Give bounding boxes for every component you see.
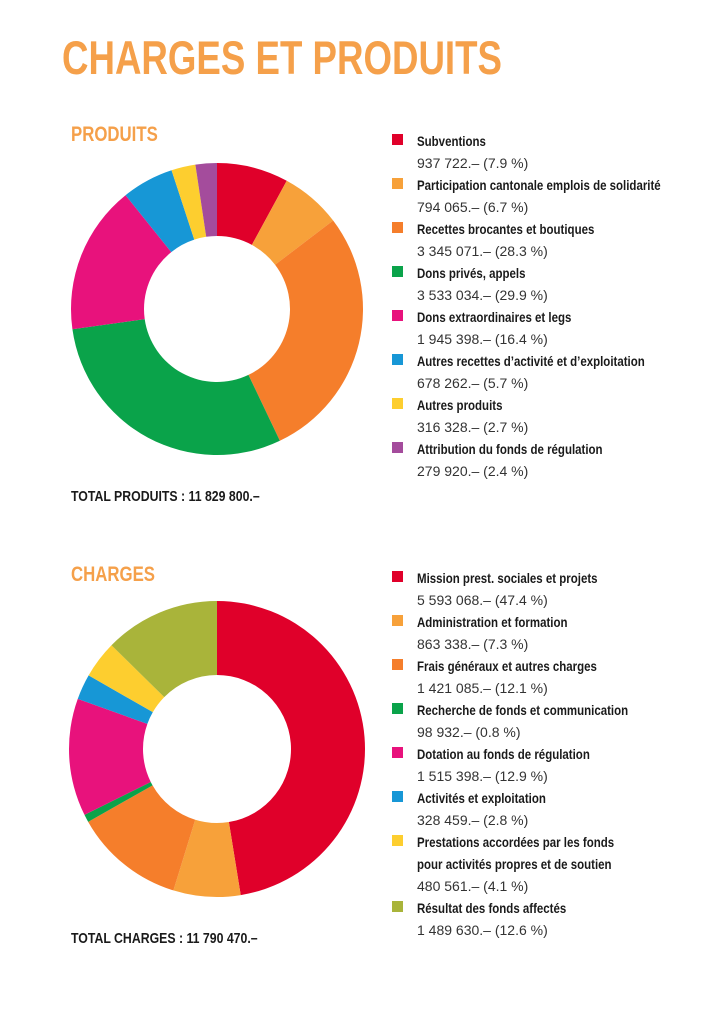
produits-slice-subventions	[217, 163, 287, 245]
charges-slice-prestations-accordees-par-les-fonds-pour-activites-propres-et-de-soutien	[88, 645, 165, 713]
legend-swatch	[392, 266, 403, 277]
legend-item: Mission prest. sociales et projets 5 593 …	[392, 567, 712, 611]
legend-swatch	[392, 835, 403, 846]
legend-swatch	[392, 901, 403, 912]
legend-item: Dotation au fonds de régulation 1 515 398…	[392, 743, 712, 787]
legend-item: Prestations accordées par les fonds pour …	[392, 831, 712, 897]
legend-label: Administration et formation	[417, 614, 568, 630]
legend-item: Activités et exploitation 328 459.– (2.8 …	[392, 787, 712, 831]
legend-item: Dons privés, appels 3 533 034.– (29.9 %)	[392, 262, 712, 306]
legend-item: Autres produits 316 328.– (2.7 %)	[392, 394, 712, 438]
charges-total: TOTAL CHARGES : 11 790 470.–	[71, 930, 258, 947]
legend-value: 794 065.– (6.7 %)	[417, 199, 529, 215]
produits-slice-dons-extraordinaires-et-legs	[71, 195, 172, 330]
legend-item: Attribution du fonds de régulation 279 92…	[392, 438, 712, 482]
legend-label: Attribution du fonds de régulation	[417, 441, 603, 457]
legend-value: 98 932.– (0.8 %)	[417, 724, 521, 740]
legend-swatch	[392, 571, 403, 582]
legend-label: Activités et exploitation	[417, 790, 546, 806]
legend-swatch	[392, 178, 403, 189]
charges-slice-dotation-au-fonds-de-regulation	[68, 698, 151, 815]
legend-swatch	[392, 791, 403, 802]
legend-value: 3 533 034.– (29.9 %)	[417, 287, 548, 303]
legend-value: 328 459.– (2.8 %)	[417, 812, 529, 828]
charges-slice-activites-et-exploitation	[77, 675, 153, 724]
legend-swatch	[392, 659, 403, 670]
produits-donut-chart	[71, 163, 363, 456]
legend-value: 1 945 398.– (16.4 %)	[417, 331, 548, 347]
legend-label: Dons privés, appels	[417, 265, 526, 281]
legend-label: Dons extraordinaires et legs	[417, 309, 572, 325]
produits-section-title: PRODUITS	[71, 123, 158, 146]
legend-label: Autres produits	[417, 397, 503, 413]
legend-label: Participation cantonale emplois de solid…	[417, 177, 661, 193]
legend-value: 279 920.– (2.4 %)	[417, 463, 529, 479]
charges-slice-frais-generaux-et-autres-charges	[88, 785, 196, 891]
legend-label: Mission prest. sociales et projets	[417, 570, 598, 586]
legend-value: 1 489 630.– (12.6 %)	[417, 922, 548, 938]
charges-slice-resultat-des-fonds-affectes	[111, 601, 217, 698]
legend-label: Autres recettes d’activité et d’exploita…	[417, 353, 645, 369]
legend-swatch	[392, 703, 403, 714]
legend-swatch	[392, 747, 403, 758]
charges-donut-chart	[68, 601, 365, 897]
legend-item: Participation cantonale emplois de solid…	[392, 174, 712, 218]
legend-label: Prestations accordées par les fonds	[417, 834, 615, 850]
legend-label: Frais généraux et autres charges	[417, 658, 597, 674]
legend-swatch	[392, 615, 403, 626]
legend-label: Résultat des fonds affectés	[417, 900, 567, 916]
legend-item: Résultat des fonds affectés 1 489 630.– (…	[392, 897, 712, 941]
legend-item: Recettes brocantes et boutiques 3 345 071…	[392, 218, 712, 262]
legend-swatch	[392, 222, 403, 233]
produits-slice-participation-cantonale-emplois-de-solidarite	[251, 180, 334, 265]
legend-label: Subventions	[417, 133, 486, 149]
produits-slice-recettes-brocantes-et-boutiques	[248, 220, 363, 441]
legend-value: 5 593 068.– (47.4 %)	[417, 592, 548, 608]
legend-label: Recettes brocantes et boutiques	[417, 221, 595, 237]
charges-slice-mission-prest-sociales-et-projets	[217, 601, 365, 896]
legend-item: Recherche de fonds et communication 98 93…	[392, 699, 712, 743]
legend-label: Recherche de fonds et communication	[417, 702, 629, 718]
legend-value: 937 722.– (7.9 %)	[417, 155, 529, 171]
produits-slice-dons-prives-appels	[72, 319, 280, 456]
legend-value: 316 328.– (2.7 %)	[417, 419, 529, 435]
legend-value: 1 421 085.– (12.1 %)	[417, 680, 548, 696]
legend-value: 863 338.– (7.3 %)	[417, 636, 529, 652]
legend-label: pour activités propres et de soutien	[417, 856, 612, 872]
produits-slice-attribution-du-fonds-de-regulation	[195, 163, 217, 237]
legend-value: 678 262.– (5.7 %)	[417, 375, 529, 391]
legend-swatch	[392, 354, 403, 365]
charges-slice-recherche-de-fonds-et-communication	[84, 781, 153, 822]
legend-value: 1 515 398.– (12.9 %)	[417, 768, 548, 784]
legend-label: Dotation au fonds de régulation	[417, 746, 590, 762]
legend-swatch	[392, 134, 403, 145]
legend-item: Autres recettes d’activité et d’exploita…	[392, 350, 712, 394]
legend-value: 480 561.– (4.1 %)	[417, 878, 529, 894]
produits-legend: Subventions 937 722.– (7.9 %) Participatio…	[392, 130, 712, 482]
produits-slice-autres-produits	[171, 164, 207, 240]
legend-item: Subventions 937 722.– (7.9 %)	[392, 130, 712, 174]
produits-slice-autres-recettes-d-activite-et-d-exploitation	[125, 170, 195, 253]
charges-slice-administration-et-formation	[173, 819, 241, 897]
legend-item: Frais généraux et autres charges 1 421 08…	[392, 655, 712, 699]
charges-section-title: CHARGES	[71, 563, 156, 586]
legend-swatch	[392, 398, 403, 409]
legend-item: Administration et formation 863 338.– (7.…	[392, 611, 712, 655]
legend-item: Dons extraordinaires et legs 1 945 398.– …	[392, 306, 712, 350]
charges-legend: Mission prest. sociales et projets 5 593 …	[392, 567, 712, 941]
legend-swatch	[392, 310, 403, 321]
legend-swatch	[392, 442, 403, 453]
produits-total: TOTAL PRODUITS : 11 829 800.–	[71, 488, 260, 505]
legend-value: 3 345 071.– (28.3 %)	[417, 243, 548, 259]
page-title: CHARGES ET PRODUITS	[62, 31, 502, 84]
